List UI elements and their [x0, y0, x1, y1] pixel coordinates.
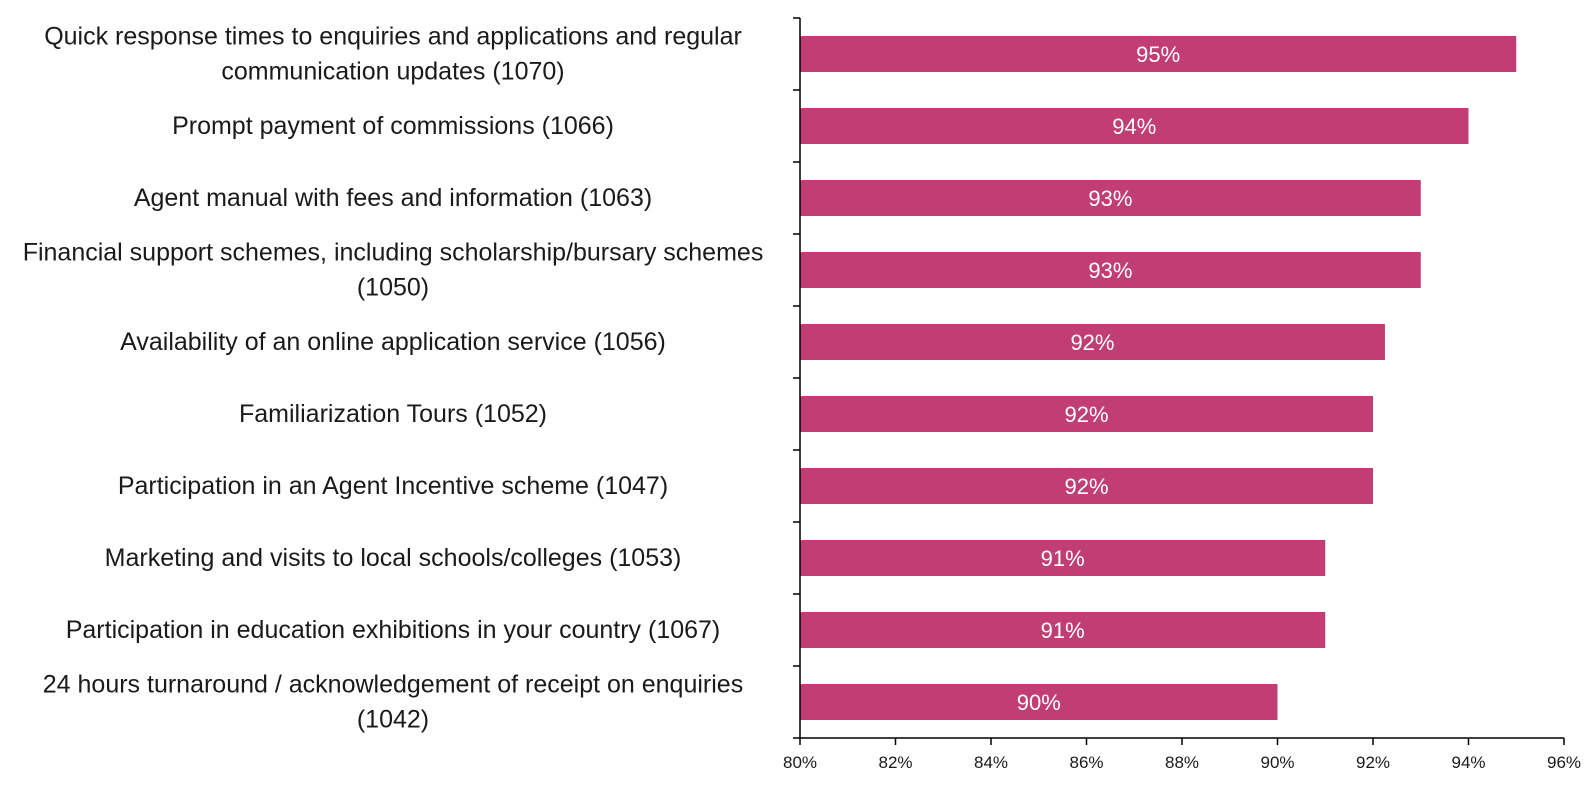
- x-tick-label: 84%: [974, 753, 1008, 772]
- category-label-line: Agent manual with fees and information (…: [134, 184, 652, 212]
- category-label-line: (1050): [357, 274, 429, 302]
- bar: [800, 324, 1385, 360]
- category-label: Agent manual with fees and information (…: [134, 184, 652, 212]
- category-label-line: Participation in an Agent Incentive sche…: [118, 472, 668, 500]
- category-label: Prompt payment of commissions (1066): [172, 112, 614, 140]
- category-label: Quick response times to enquiries and ap…: [44, 23, 742, 86]
- bar-data-label: 91%: [1041, 546, 1085, 571]
- bar: [800, 252, 1421, 288]
- category-label: Marketing and visits to local schools/co…: [105, 544, 682, 572]
- bar-data-label: 94%: [1112, 114, 1156, 139]
- bars-group: [800, 36, 1517, 720]
- category-label-line: (1042): [357, 706, 429, 734]
- bar: [800, 180, 1421, 216]
- category-label: 24 hours turnaround / acknowledgement of…: [43, 671, 743, 734]
- category-label-line: Availability of an online application se…: [120, 328, 666, 356]
- bar-data-label: 92%: [1064, 402, 1108, 427]
- category-label: Participation in education exhibitions i…: [66, 616, 721, 644]
- category-label-line: Participation in education exhibitions i…: [66, 616, 721, 644]
- bar: [800, 108, 1469, 144]
- bar-labels-group: 95% 94% 93% 93% 92% 92% 92% 91% 91% 90%: [1017, 42, 1180, 715]
- category-label-line: Financial support schemes, including sch…: [23, 239, 764, 267]
- bar: [800, 684, 1278, 720]
- category-label-line: Marketing and visits to local schools/co…: [105, 544, 682, 572]
- x-tick-label: 96%: [1547, 753, 1581, 772]
- category-label-line: communication updates (1070): [221, 58, 564, 86]
- bar-data-label: 95%: [1136, 42, 1180, 67]
- x-tick-label: 82%: [878, 753, 912, 772]
- category-label: Availability of an online application se…: [120, 328, 666, 356]
- category-label: Participation in an Agent Incentive sche…: [118, 472, 668, 500]
- bar-data-label: 92%: [1064, 474, 1108, 499]
- x-tick-label: 80%: [783, 753, 817, 772]
- x-tick-label: 86%: [1069, 753, 1103, 772]
- bar-data-label: 93%: [1088, 186, 1132, 211]
- category-label: Familiarization Tours (1052): [239, 400, 547, 428]
- category-label-line: Prompt payment of commissions (1066): [172, 112, 614, 140]
- bar: [800, 36, 1517, 72]
- bar-data-label: 90%: [1017, 690, 1061, 715]
- x-tick-label: 90%: [1260, 753, 1294, 772]
- x-tick-label: 88%: [1165, 753, 1199, 772]
- category-label-line: 24 hours turnaround / acknowledgement of…: [43, 671, 743, 699]
- bar: [800, 540, 1326, 576]
- category-label-line: Familiarization Tours (1052): [239, 400, 547, 428]
- x-tick-label: 92%: [1356, 753, 1390, 772]
- bar: [800, 612, 1326, 648]
- bar-data-label: 91%: [1041, 618, 1085, 643]
- category-label-line: Quick response times to enquiries and ap…: [44, 23, 742, 51]
- bar-data-label: 93%: [1088, 258, 1132, 283]
- category-labels-group: Quick response times to enquiries and ap…: [23, 23, 764, 734]
- x-tick-label: 94%: [1451, 753, 1485, 772]
- x-ticks-group: 80% 82% 84% 86% 88% 90% 92% 94% 96%: [783, 738, 1581, 772]
- bar-data-label: 92%: [1070, 330, 1114, 355]
- category-label: Financial support schemes, including sch…: [23, 239, 764, 302]
- bar: [800, 396, 1373, 432]
- bar: [800, 468, 1373, 504]
